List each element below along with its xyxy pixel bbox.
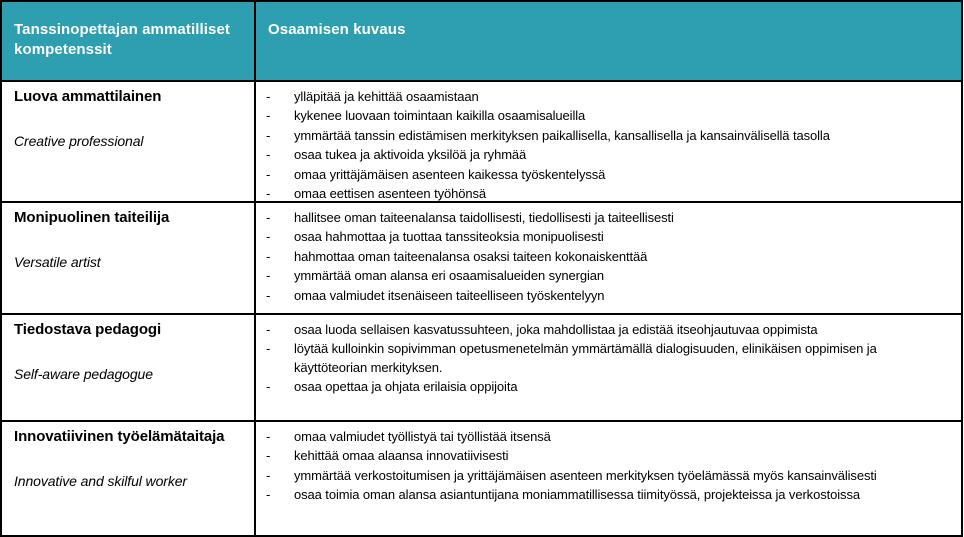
bullet-text: hallitsee oman taiteenalansa taidollises… <box>294 210 674 225</box>
bullet-text: ylläpitää ja kehittää osaamistaan <box>294 89 479 104</box>
bullet-marker: - <box>266 186 271 202</box>
bullet-marker: - <box>266 467 271 483</box>
bullet-text: omaa valmiudet työllistyä tai työllistää… <box>294 429 551 444</box>
bullet-marker: - <box>266 248 271 264</box>
bullet-list: - ylläpitää ja kehittää osaamistaan - ky… <box>256 86 953 202</box>
bullet-marker: - <box>266 322 271 337</box>
bullet-text: osaa tukea ja aktivoida yksilöä ja ryhmä… <box>294 147 527 163</box>
bullet-item: - kehittää omaa alaansa innovatiivisesti <box>256 447 953 465</box>
bullet-marker: - <box>266 379 271 395</box>
bullet-list: - osaa luoda sellaisen kasvatussuhteen, … <box>256 319 953 397</box>
competence-cell: Monipuolinen taiteilija Versatile artist <box>2 203 256 313</box>
bullet-marker: - <box>266 127 271 143</box>
bullet-item: - osaa toimia oman alansa asiantuntijana… <box>256 486 953 504</box>
competence-subtitle-english: Self-aware pedagogue <box>14 365 153 382</box>
bullet-list: - hallitsee oman taiteenalansa taidollis… <box>256 207 953 305</box>
competence-title: Monipuolinen taiteilija <box>14 209 170 226</box>
competence-subtitle-english: Innovative and skilful worker <box>14 472 187 489</box>
bullet-item: - ymmärtää oman alansa eri osaamisalueid… <box>256 267 953 285</box>
description-cell: - ylläpitää ja kehittää osaamistaan - ky… <box>256 82 961 201</box>
competence-title: Innovatiivinen työelämätaitaja <box>14 428 225 445</box>
bullet-item: - löytää kulloinkin sopivimman opetusmen… <box>256 340 953 377</box>
competence-cell: Innovatiivinen työelämätaitaja Innovativ… <box>2 422 256 535</box>
bullet-text: osaa toimia oman alansa asiantuntijana m… <box>294 487 860 503</box>
table-header-row: Tanssinopettajan ammatilliset kompetenss… <box>2 2 961 82</box>
competence-title: Luova ammattilainen <box>14 88 162 105</box>
bullet-marker: - <box>266 448 271 464</box>
header-cell-description: Osaamisen kuvaus <box>268 21 406 38</box>
bullet-text: ymmärtää tanssin edistämisen merkityksen… <box>294 127 830 143</box>
bullet-text: kehittää omaa alaansa innovatiivisesti <box>294 448 509 464</box>
description-cell: - osaa luoda sellaisen kasvatussuhteen, … <box>256 315 961 420</box>
bullet-text: löytää kulloinkin sopivimman opetusmenet… <box>294 341 877 375</box>
bullet-text: osaa hahmottaa ja tuottaa tanssiteoksia … <box>294 229 604 245</box>
bullet-item: - osaa hahmottaa ja tuottaa tanssiteoksi… <box>256 228 953 246</box>
bullet-marker: - <box>266 210 271 225</box>
bullet-text: hahmottaa oman taiteenalansa osaksi tait… <box>294 248 648 264</box>
header-cell-competences: Tanssinopettajan ammatilliset kompetenss… <box>2 2 256 80</box>
bullet-item: - omaa valmiudet työllistyä tai työllist… <box>256 428 953 446</box>
competence-title: Tiedostava pedagogi <box>14 321 162 338</box>
bullet-item: - hahmottaa oman taiteenalansa osaksi ta… <box>256 248 953 266</box>
bullet-item: - omaa valmiudet itsenäiseen taiteellise… <box>256 287 953 305</box>
bullet-item: - osaa opettaa ja ohjata erilaisia oppij… <box>256 378 953 396</box>
description-cell: - hallitsee oman taiteenalansa taidollis… <box>256 203 961 313</box>
table-row: Luova ammattilainen Creative professiona… <box>2 82 961 203</box>
bullet-text: osaa opettaa ja ohjata erilaisia oppijoi… <box>294 379 518 395</box>
bullet-item: - ymmärtää tanssin edistämisen merkityks… <box>256 127 953 145</box>
bullet-marker: - <box>266 147 271 163</box>
table-row: Innovatiivinen työelämätaitaja Innovativ… <box>2 422 961 535</box>
bullet-item: - osaa luoda sellaisen kasvatussuhteen, … <box>256 321 953 339</box>
bullet-list: - omaa valmiudet työllistyä tai työllist… <box>256 426 953 505</box>
bullet-marker: - <box>266 108 271 124</box>
bullet-item: - kykenee luovaan toimintaan kaikilla os… <box>256 107 953 125</box>
bullet-text: ymmärtää oman alansa eri osaamisalueiden… <box>294 268 605 284</box>
bullet-marker: - <box>266 229 271 245</box>
bullet-item: - ymmärtää verkostoitumisen ja yrittäjäm… <box>256 467 953 485</box>
bullet-text: kykenee luovaan toimintaan kaikilla osaa… <box>294 108 586 124</box>
bullet-marker: - <box>266 166 271 182</box>
competence-cell: Luova ammattilainen Creative professiona… <box>2 82 256 201</box>
bullet-text: omaa valmiudet itsenäiseen taiteelliseen… <box>294 287 605 303</box>
bullet-item: - omaa eettisen asenteen työhönsä <box>256 185 953 202</box>
bullet-item: - ylläpitää ja kehittää osaamistaan <box>256 88 953 106</box>
table-row: Tiedostava pedagogi Self-aware pedagogue… <box>2 315 961 422</box>
bullet-item: - osaa tukea ja aktivoida yksilöä ja ryh… <box>256 146 953 164</box>
bullet-marker: - <box>266 429 271 444</box>
description-cell: - omaa valmiudet työllistyä tai työllist… <box>256 422 961 535</box>
table-row: Monipuolinen taiteilija Versatile artist… <box>2 203 961 315</box>
bullet-text: ymmärtää verkostoitumisen ja yrittäjämäi… <box>294 467 877 483</box>
bullet-marker: - <box>266 341 271 357</box>
bullet-marker: - <box>266 487 271 503</box>
bullet-item: - hallitsee oman taiteenalansa taidollis… <box>256 209 953 227</box>
bullet-marker: - <box>266 287 271 303</box>
competence-subtitle-english: Creative professional <box>14 132 144 149</box>
bullet-marker: - <box>266 89 271 104</box>
bullet-text: osaa luoda sellaisen kasvatussuhteen, jo… <box>294 322 818 337</box>
bullet-text: omaa eettisen asenteen työhönsä <box>294 186 487 202</box>
bullet-marker: - <box>266 268 271 284</box>
competence-cell: Tiedostava pedagogi Self-aware pedagogue <box>2 315 256 420</box>
bullet-text: omaa yrittäjämäisen asenteen kaikessa ty… <box>294 166 606 182</box>
competence-subtitle-english: Versatile artist <box>14 253 101 270</box>
bullet-item: - omaa yrittäjämäisen asenteen kaikessa … <box>256 166 953 184</box>
